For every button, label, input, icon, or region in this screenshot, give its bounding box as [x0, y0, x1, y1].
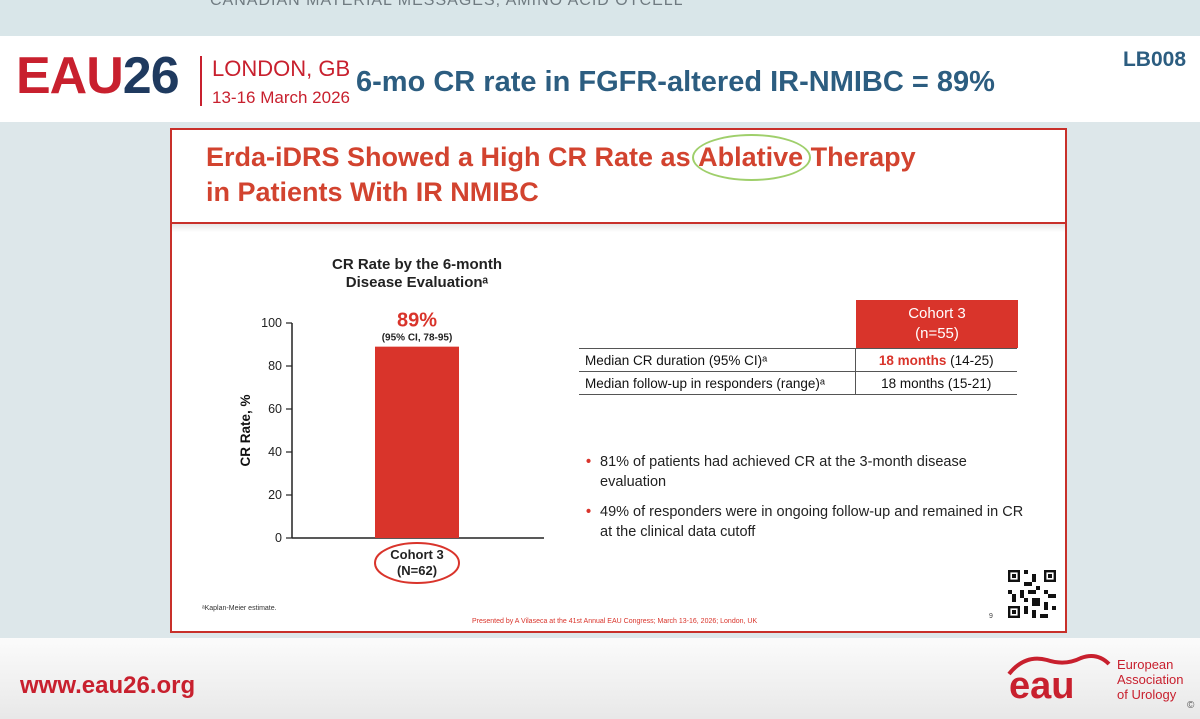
logo-dates: 13-16 March 2026 [212, 88, 350, 107]
copyright-mark: © [1187, 700, 1195, 711]
top-strip: CANADIAN MATERIAL MESSAGES, AMINO ACID O… [0, 0, 1200, 36]
cohort-header-line2: (n=55) [915, 325, 959, 342]
chart-title-line2: Disease Evaluationᵃ [345, 274, 489, 291]
highlight-circle-annotation [692, 134, 812, 181]
title-highlight-word: Ablative [692, 134, 812, 181]
y-tick-label: 60 [268, 402, 282, 416]
x-category-label: Cohort 3 [390, 547, 443, 562]
table-row: Median follow-up in responders (range)ᵃ … [579, 371, 1017, 395]
row-value-rest: (14-25) [946, 352, 994, 368]
header-band: EAU26 LONDON, GB 13-16 March 2026 6-mo C… [0, 36, 1200, 122]
eau-association-name: European Association of Urology [1117, 657, 1183, 702]
results-table: Median CR duration (95% CI)ᵃ 18 months (… [579, 348, 1017, 395]
bar-value-ci-label: (95% CI, 78-95) [382, 333, 453, 344]
chart-title-line1: CR Rate by the 6-month [331, 256, 502, 273]
slide-footnote: ᵃKaplan-Meier estimate. [202, 605, 277, 612]
eau-logo-text: eau [1009, 665, 1074, 704]
y-tick-label: 40 [268, 445, 282, 459]
bullet-item: • 49% of responders were in ongoing follo… [586, 502, 1026, 542]
x-category-sublabel: (N=62) [397, 563, 437, 578]
presentation-slide: Erda-iDRS Showed a High CR Rate as Ablat… [170, 128, 1067, 633]
bullet-item: • 81% of patients had achieved CR at the … [586, 452, 1026, 492]
row-value-highlight: 18 months [878, 352, 947, 368]
abstract-code: LB008 [1122, 48, 1186, 71]
chart-title: CR Rate by the 6-month Disease Evaluatio… [262, 256, 572, 292]
org-line-3: of Urology [1117, 687, 1177, 702]
bullet-list: • 81% of patients had achieved CR at the … [586, 452, 1026, 552]
row-label: Median CR duration (95% CI)ᵃ [579, 348, 855, 372]
bullet-marker: • [586, 454, 592, 470]
category-circle-annotation [374, 542, 460, 584]
bar [375, 346, 459, 538]
y-tick-label: 0 [275, 531, 282, 545]
cohort-header-line1: Cohort 3 [908, 305, 966, 322]
footer-website-link[interactable]: www.eau26.org [20, 672, 196, 699]
org-line-1: European [1117, 657, 1174, 672]
logo-divider [200, 56, 202, 106]
title-rule [172, 222, 1065, 224]
row-value: 18 months (15-21) [854, 371, 1017, 395]
table-row: Median CR duration (95% CI)ᵃ 18 months (… [579, 348, 1017, 372]
title-shadow [172, 224, 1065, 232]
slide-title-line2: in Patients With IR NMIBC [206, 177, 539, 207]
y-axis-label: CR Rate, % [238, 394, 253, 466]
slide-title: Erda-iDRS Showed a High CR Rate as Ablat… [206, 134, 916, 210]
bar-value-label: 89% [397, 310, 437, 332]
eau26-logo: EAU26 [16, 47, 180, 105]
header-headline: 6-mo CR rate in FGFR-altered IR-NMIBC = … [356, 66, 995, 98]
logo-eau-text: EAU [16, 47, 124, 105]
bullet-text: 81% of patients had achieved CR at the 3… [600, 454, 967, 490]
logo-year-text: 26 [122, 47, 180, 105]
row-value: 18 months (14-25) [854, 348, 1017, 372]
logo-city: LONDON, GB [212, 56, 351, 81]
bullet-marker: • [586, 504, 592, 520]
presented-by-note: Presented by A Vilaseca at the 41st Annu… [472, 618, 758, 625]
slide-page-number: 9 [989, 613, 993, 620]
y-tick-label: 100 [261, 316, 282, 330]
qr-code-icon[interactable] [1008, 570, 1056, 618]
bullet-text: 49% of responders were in ongoing follow… [600, 504, 1024, 540]
bar-chart: 0 20 40 60 80 100 CR Rate, % 89%(95% CI, 78-95)… [238, 310, 544, 584]
slide-title-pre: Erda-iDRS Showed a High CR Rate as [206, 142, 699, 172]
top-strip-text: CANADIAN MATERIAL MESSAGES, AMINO ACID O… [210, 0, 684, 9]
footer-band [0, 638, 1200, 719]
table-header-cohort: Cohort 3 (n=55) [856, 300, 1018, 348]
row-label: Median follow-up in responders (range)ᵃ [579, 371, 855, 395]
eau-logo-icon: eau [1007, 654, 1111, 704]
slide-title-post: Therapy [803, 142, 916, 172]
org-line-2: Association [1117, 672, 1184, 687]
y-tick-label: 20 [268, 488, 282, 502]
y-tick-label: 80 [268, 359, 282, 373]
